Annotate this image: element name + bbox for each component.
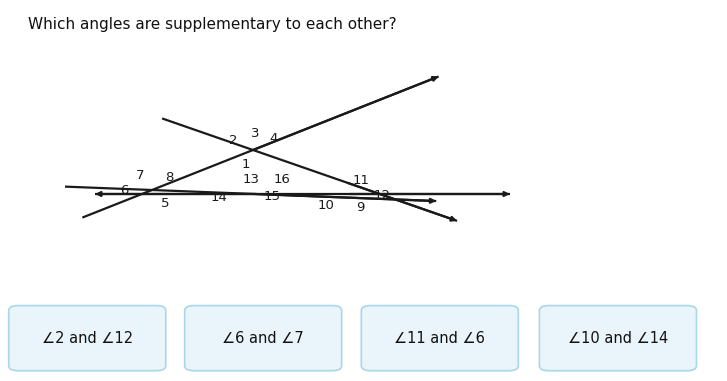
Text: 2: 2 [228,134,237,147]
Text: 14: 14 [211,191,228,204]
Text: 11: 11 [352,174,369,187]
Text: 13: 13 [243,173,260,186]
Text: 5: 5 [161,197,169,210]
FancyBboxPatch shape [185,306,342,371]
Text: 12: 12 [373,189,390,202]
Text: 9: 9 [356,201,364,214]
Text: 6: 6 [121,184,129,197]
Text: ∠10 and ∠14: ∠10 and ∠14 [568,331,668,346]
Text: 1: 1 [241,158,250,171]
Text: 3: 3 [251,128,260,141]
Text: 8: 8 [165,171,174,184]
Text: ∠6 and ∠7: ∠6 and ∠7 [222,331,304,346]
Text: 7: 7 [136,170,145,182]
Text: 15: 15 [264,190,281,203]
Text: 16: 16 [273,173,290,186]
FancyBboxPatch shape [539,306,696,371]
Text: ∠2 and ∠12: ∠2 and ∠12 [41,331,133,346]
Text: 10: 10 [317,199,334,211]
Text: 4: 4 [269,133,278,146]
Text: ∠11 and ∠6: ∠11 and ∠6 [394,331,486,346]
FancyBboxPatch shape [9,306,166,371]
Text: Which angles are supplementary to each other?: Which angles are supplementary to each o… [28,17,396,32]
FancyBboxPatch shape [361,306,518,371]
